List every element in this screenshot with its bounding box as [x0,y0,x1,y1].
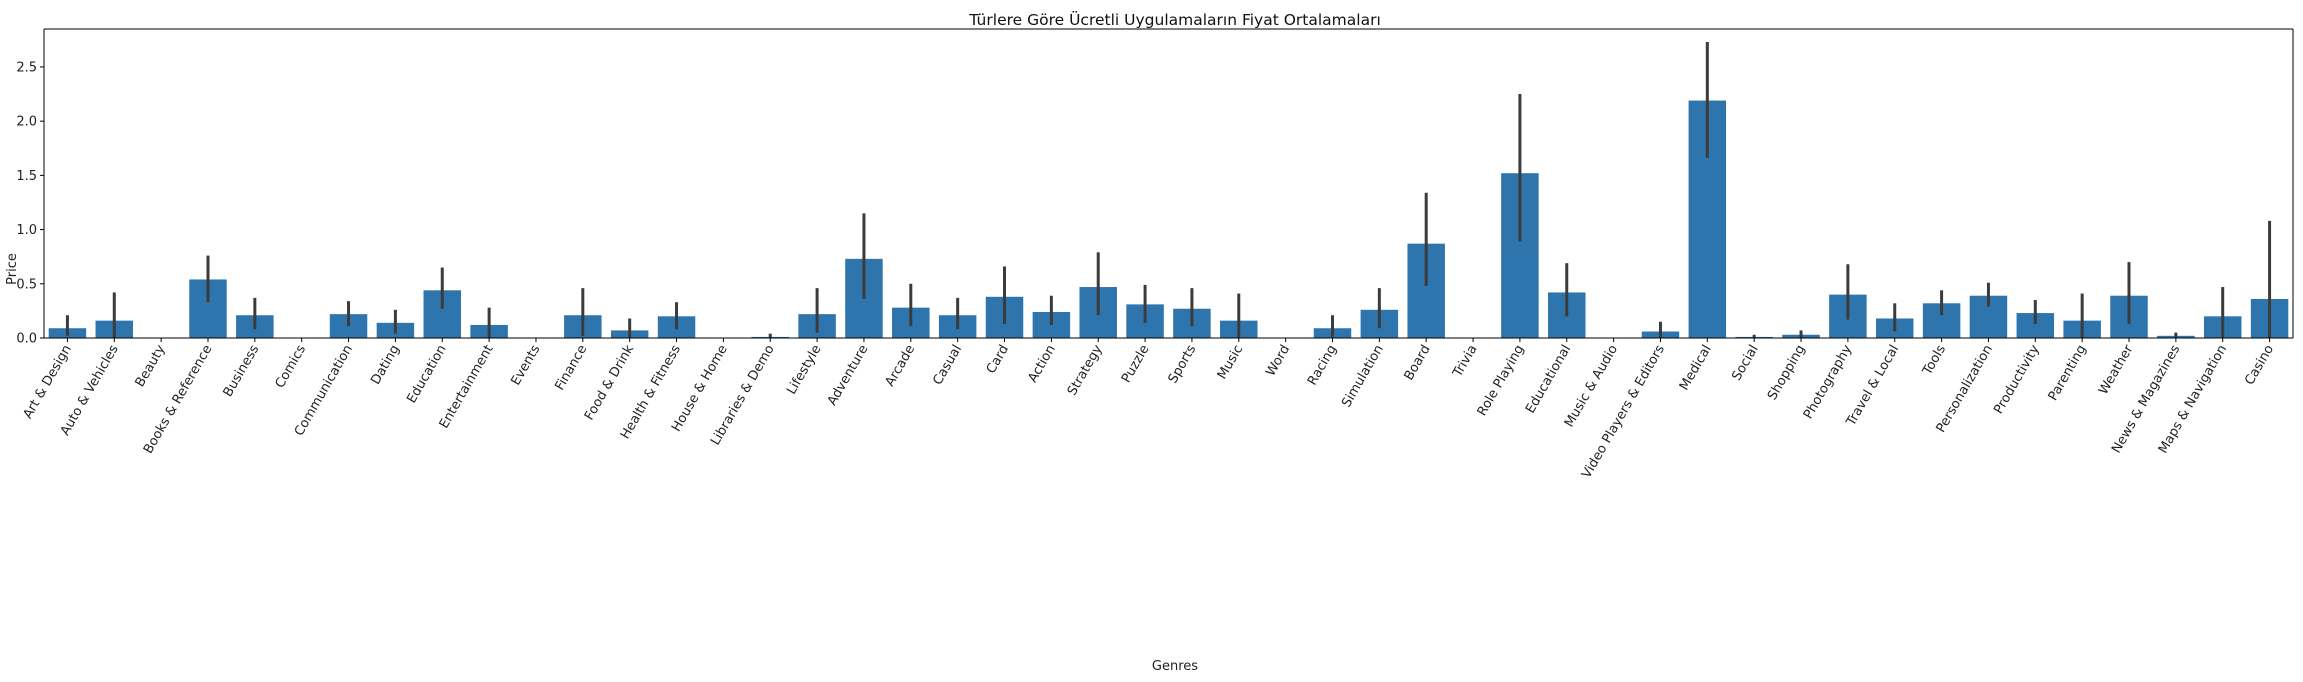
x-tick-label: Action [1025,343,1058,386]
x-tick-label: Food & Drink [582,342,637,423]
axes-frame [43,28,2294,339]
x-tick-label: Productivity [1991,342,2043,417]
x-tick-label: Educational [1523,343,1574,417]
chart-title: Türlere Göre Ücretli Uygulamaların Fiyat… [968,10,1381,29]
x-tick-label: Art & Design [21,343,75,422]
x-tick-label: Education [404,343,449,407]
x-tick-label: Travel & Local [1843,343,1902,430]
x-tick-label: Video Players & Editors [1579,342,1668,481]
x-tick-label: Weather [2096,342,2137,397]
x-tick-label: Business [221,342,263,399]
x-tick-label: Lifestyle [784,343,824,398]
x-tick-label: Arcade [883,343,919,390]
x-tick-label: Card [984,343,1012,377]
x-tick-label: Puzzle [1119,343,1153,386]
x-axis-label: Genres [1152,659,1198,674]
x-tick-label: Photography [1801,342,1856,421]
x-tick-label: Racing [1305,343,1340,389]
y-tick-label: 0.5 [16,277,37,292]
y-axis-ticks: 0.0 0.5 1.0 1.5 2.0 2.5 [16,60,44,347]
error-bars-layer [65,42,2272,338]
x-tick-label: Role Playing [1475,343,1528,419]
y-axis-label: Price [5,253,20,285]
x-tick-label: Tools [1920,342,1950,378]
x-tick-label: Board [1402,343,1434,384]
x-tick-label: Finance [552,342,590,393]
x-tick-label: Events [508,342,543,388]
x-tick-label: Casual [930,343,965,388]
x-tick-label: Adventure [825,343,872,409]
x-tick-label: Comics [273,342,310,391]
x-tick-label: Medical [1677,343,1715,394]
x-tick-label: Shopping [1765,343,1809,403]
x-tick-label: Parenting [2046,343,2090,404]
x-tick-label: Sports [1166,342,1200,386]
y-tick-label: 0.0 [16,332,37,347]
y-tick-label: 2.0 [16,115,37,130]
bars-layer [48,100,2289,338]
x-tick-label: Social [1729,343,1761,384]
x-tick-label: Simulation [1339,343,1387,410]
y-tick-label: 1.0 [16,223,37,238]
y-tick-label: 2.5 [16,60,37,75]
x-tick-label: Strategy [1065,342,1106,398]
x-tick-label: Word [1263,343,1293,379]
x-tick-label: Dating [368,343,403,388]
x-tick-label: Beauty [133,342,169,390]
x-tick-label: Trivia [1450,343,1481,381]
x-tick-label: Music [1215,343,1246,383]
y-tick-label: 1.5 [16,169,37,184]
x-tick-label: Casino [2242,342,2277,387]
